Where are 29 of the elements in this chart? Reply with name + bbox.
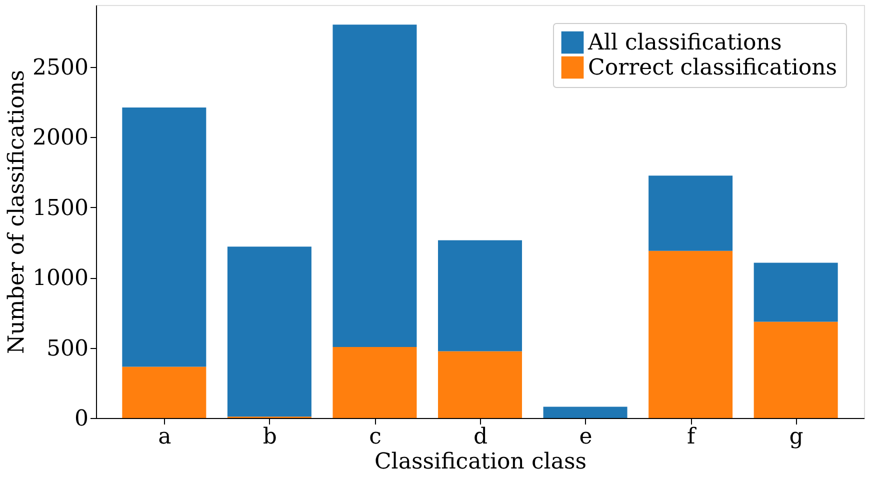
x-tick-label: a [158, 424, 172, 450]
x-tick-label: f [686, 424, 697, 450]
bar [122, 366, 206, 418]
y-tick-label: 500 [46, 336, 88, 362]
bar [332, 347, 417, 418]
legend-label: All classifications [587, 30, 782, 56]
x-tick-label: g [789, 424, 804, 450]
legend-label: Correct classifications [588, 56, 838, 80]
x-tick-label: b [262, 424, 277, 450]
bar [648, 250, 733, 418]
y-tick-label: 2000 [32, 126, 88, 151]
bar [122, 108, 206, 367]
bar [543, 406, 628, 418]
x-axis-title: Classification class [374, 450, 587, 474]
y-tick-label: 1000 [32, 266, 88, 292]
bar [227, 246, 312, 417]
bar [332, 24, 417, 348]
x-tick-label: c [369, 424, 382, 450]
y-tick-label: 1500 [32, 196, 88, 221]
y-axis-title: Number of classifications [4, 70, 30, 354]
x-tick-label: e [579, 424, 592, 450]
bar [648, 176, 733, 251]
bar [438, 351, 522, 418]
bar [754, 262, 838, 322]
bar [754, 322, 838, 418]
x-tick-label: d [473, 424, 488, 450]
bar [438, 240, 522, 352]
y-tick-label: 0 [74, 406, 88, 432]
y-tick-label: 2500 [32, 55, 88, 80]
